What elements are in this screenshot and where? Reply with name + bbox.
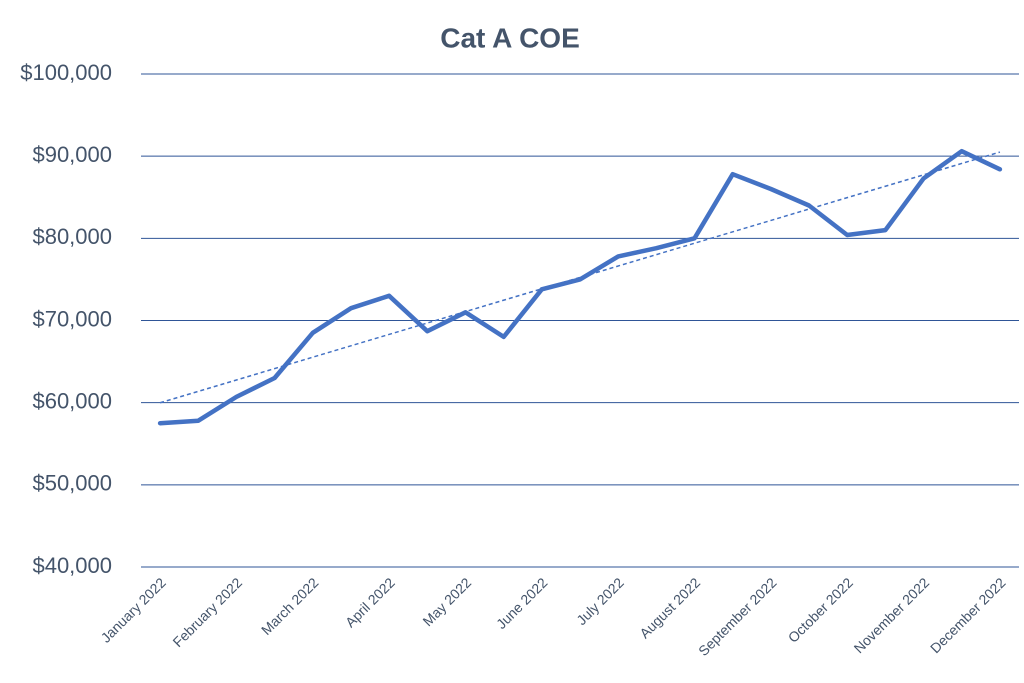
- y-tick-label: $90,000: [32, 142, 112, 167]
- y-tick-label: $100,000: [20, 60, 112, 85]
- y-tick-label: $40,000: [32, 553, 112, 578]
- line-series: [157, 148, 1003, 426]
- chart-title: Cat A COE: [440, 22, 580, 53]
- y-tick-label: $70,000: [32, 306, 112, 331]
- y-tick-label: $60,000: [32, 388, 112, 413]
- y-tick-label: $50,000: [32, 471, 112, 496]
- trendline: [159, 151, 1001, 404]
- y-tick-label: $80,000: [32, 224, 112, 249]
